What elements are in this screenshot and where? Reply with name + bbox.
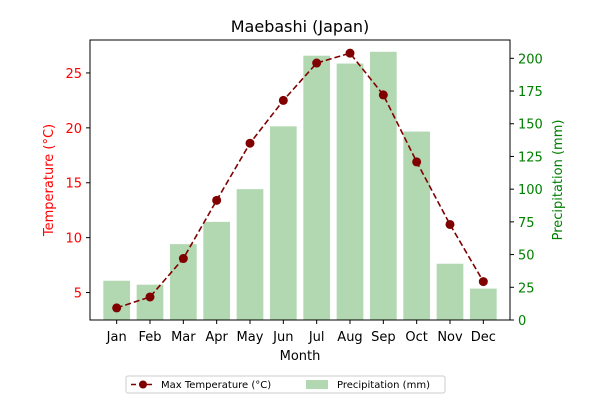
plot-frame bbox=[89, 39, 511, 321]
x-tick-label: Jun bbox=[272, 330, 293, 345]
x-tick-label: May bbox=[237, 330, 264, 345]
temperature-point-sep bbox=[378, 90, 388, 100]
legend-frame bbox=[125, 375, 446, 394]
y-left-tick-label: 5 bbox=[74, 287, 82, 302]
x-tick-label: Aug bbox=[337, 330, 362, 345]
precipitation-bar-jul bbox=[303, 55, 330, 321]
y-left-tick-label: 25 bbox=[65, 67, 82, 82]
y-right-tick-label: 25 bbox=[518, 281, 535, 296]
legend-marker-swatch bbox=[139, 380, 147, 389]
temperature-point-oct bbox=[412, 157, 422, 167]
temperature-point-jan bbox=[112, 303, 122, 313]
y-right-tick-label: 50 bbox=[518, 249, 535, 264]
y-axis-right-label: Precipitation (mm) bbox=[551, 120, 566, 241]
x-tick-label: Oct bbox=[405, 330, 427, 345]
x-tick-label: Jul bbox=[308, 330, 325, 345]
y-left-tick-label: 10 bbox=[65, 232, 82, 247]
chart-title: Maebashi (Japan) bbox=[231, 17, 370, 36]
temperature-point-feb bbox=[145, 292, 155, 302]
precipitation-bar-nov bbox=[436, 263, 464, 320]
temperature-series-line bbox=[116, 52, 485, 309]
y-left-tick-label: 15 bbox=[65, 177, 82, 192]
precipitation-bar-aug bbox=[336, 63, 364, 321]
x-tick-label: Mar bbox=[171, 330, 196, 345]
legend-entry-temperature: Max Temperature (°C) bbox=[161, 380, 271, 391]
legend-bar-swatch bbox=[306, 380, 328, 389]
x-tick-label: Dec bbox=[471, 330, 496, 345]
x-tick-label: Jan bbox=[106, 330, 127, 345]
temperature-point-dec bbox=[478, 277, 488, 287]
y-right-tick-label: 200 bbox=[518, 52, 543, 67]
x-tick-label: Nov bbox=[437, 330, 463, 345]
precipitation-bar-feb bbox=[136, 284, 164, 320]
precipitation-bar-jan bbox=[103, 280, 130, 320]
y-right-tick-label: 150 bbox=[518, 118, 543, 133]
y-right-tick-label: 0 bbox=[518, 314, 526, 329]
x-axis-label: Month bbox=[280, 349, 321, 364]
y-right-tick-label: 100 bbox=[518, 183, 543, 198]
x-tick-label: Feb bbox=[138, 330, 161, 345]
temperature-point-mar bbox=[178, 254, 188, 264]
y-right-tick-label: 175 bbox=[518, 85, 543, 100]
legend: Max Temperature (°C) Precipitation (mm) bbox=[125, 375, 446, 394]
precipitation-bar-jun bbox=[270, 126, 297, 321]
y-right-tick-label: 75 bbox=[518, 216, 535, 231]
legend-entry-precipitation: Precipitation (mm) bbox=[337, 380, 430, 391]
chart-axes: Jan Feb Mar Apr May Jun Jul Aug Sep Oct Nov Dec 5 10 1… bbox=[65, 39, 543, 345]
temperature-point-jun bbox=[278, 95, 288, 105]
y-left-tick-label: 20 bbox=[65, 122, 82, 137]
x-tick-label: Sep bbox=[371, 330, 396, 345]
y-axis-left-label: Temperature (°C) bbox=[42, 124, 57, 237]
precipitation-bar-may bbox=[236, 189, 264, 320]
y-right-tick-label: 125 bbox=[518, 150, 543, 165]
temperature-point-aug bbox=[345, 48, 355, 58]
temperature-line bbox=[112, 48, 488, 313]
temperature-point-apr bbox=[212, 195, 222, 205]
precipitation-bar-dec bbox=[470, 288, 497, 320]
temperature-point-jul bbox=[312, 58, 322, 68]
temperature-point-may bbox=[245, 138, 255, 148]
temperature-point-nov bbox=[445, 219, 455, 229]
precipitation-bar-apr bbox=[203, 221, 230, 320]
x-tick-label: Apr bbox=[205, 330, 228, 345]
precipitation-bars bbox=[103, 51, 497, 321]
